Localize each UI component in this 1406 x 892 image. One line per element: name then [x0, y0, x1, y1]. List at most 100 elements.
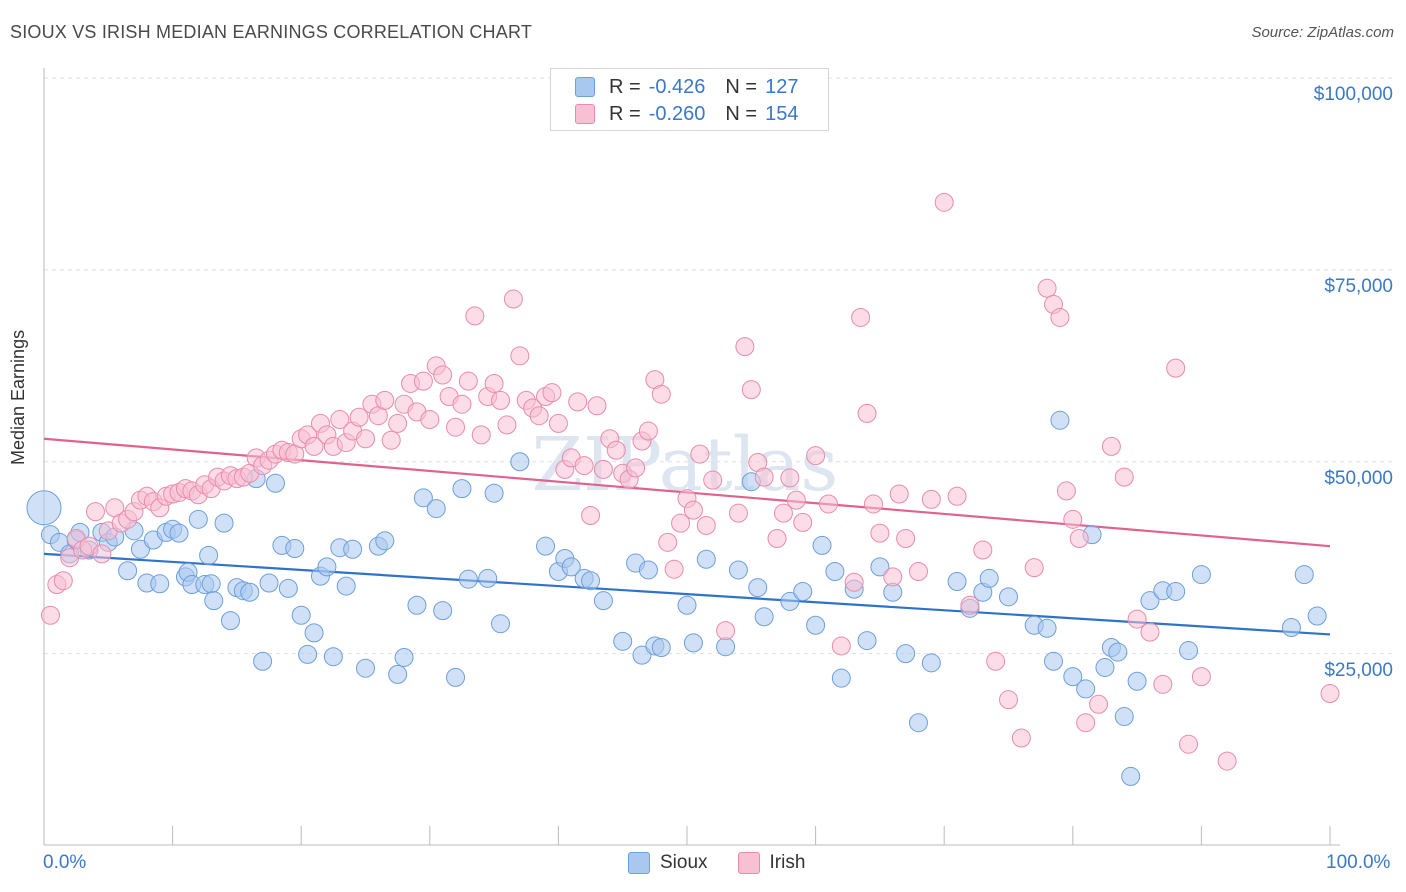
- data-point-irish: [1101, 436, 1121, 456]
- data-point-irish: [773, 503, 793, 523]
- data-point-sioux: [426, 499, 446, 519]
- data-point-irish: [593, 459, 613, 479]
- data-point-sioux: [593, 591, 613, 611]
- data-point-irish: [40, 605, 60, 625]
- data-point-irish: [458, 371, 478, 391]
- data-point-sioux: [298, 644, 318, 664]
- data-point-sioux: [220, 611, 240, 631]
- data-point-sioux: [394, 647, 414, 667]
- data-point-sioux: [240, 582, 260, 602]
- data-point-sioux: [825, 562, 845, 582]
- data-point-irish: [433, 365, 453, 385]
- data-point-irish: [581, 505, 601, 525]
- data-point-sioux: [728, 560, 748, 580]
- data-point-sioux: [278, 578, 298, 598]
- data-point-irish: [356, 429, 375, 449]
- data-point-sioux: [921, 653, 941, 673]
- data-point-sioux: [716, 637, 736, 657]
- data-point-irish: [510, 346, 530, 366]
- data-point-sioux: [343, 539, 363, 559]
- data-point-irish: [1140, 622, 1160, 642]
- correlation-legend: R = -0.426 N = 127 R = -0.260 N = 154: [550, 68, 829, 131]
- data-point-sioux: [1191, 565, 1211, 585]
- data-point-sioux: [323, 647, 343, 667]
- data-point-irish: [1024, 558, 1044, 578]
- data-point-sioux: [536, 536, 556, 556]
- data-point-irish: [413, 371, 433, 391]
- data-point-irish: [690, 444, 710, 464]
- data-point-irish: [85, 502, 105, 522]
- series-legend-label: Sioux: [660, 852, 708, 873]
- data-point-sioux: [638, 560, 658, 580]
- data-point-irish: [1320, 684, 1340, 704]
- legend-n-label: N =: [725, 75, 758, 98]
- data-point-irish: [626, 458, 646, 478]
- data-point-irish: [870, 523, 890, 543]
- data-point-irish: [818, 494, 838, 514]
- x-tick-label-min: 0.0%: [43, 852, 87, 873]
- data-point-sioux: [265, 473, 285, 493]
- data-point-irish: [529, 406, 549, 426]
- data-point-sioux: [1114, 707, 1134, 727]
- data-point-irish: [446, 417, 466, 437]
- data-point-sioux: [1281, 618, 1301, 638]
- data-point-sioux: [1063, 667, 1083, 687]
- data-point-irish: [1037, 278, 1057, 298]
- data-point-sioux: [748, 578, 768, 598]
- legend-r-value: -0.260: [648, 102, 706, 125]
- data-point-irish: [542, 383, 562, 403]
- data-point-sioux: [806, 615, 826, 635]
- data-point-sioux: [1140, 591, 1160, 611]
- legend-swatch-irish: [575, 104, 595, 124]
- data-point-irish: [883, 567, 903, 587]
- chart-title: SIOUX VS IRISH MEDIAN EARNINGS CORRELATI…: [10, 22, 533, 42]
- data-point-irish: [696, 515, 716, 535]
- data-point-sioux: [336, 576, 356, 596]
- data-point-sioux: [896, 644, 916, 664]
- data-point-irish: [420, 410, 440, 430]
- legend-row-sioux: R = -0.426 N = 127: [575, 75, 798, 99]
- data-point-irish: [986, 651, 1006, 671]
- data-point-sioux: [754, 607, 774, 627]
- data-point-irish: [1179, 734, 1199, 754]
- data-point-sioux: [375, 531, 395, 551]
- data-point-irish: [767, 529, 787, 548]
- series-legend-irish[interactable]: Irish: [737, 852, 805, 874]
- data-point-irish: [889, 484, 909, 504]
- data-point-sioux: [1294, 565, 1314, 585]
- data-point-irish: [53, 571, 73, 591]
- data-point-irish: [921, 489, 941, 509]
- data-point-sioux: [581, 571, 601, 591]
- data-point-sioux: [188, 509, 208, 529]
- data-point-sioux: [304, 623, 324, 643]
- data-point-sioux: [1179, 641, 1199, 661]
- series-legend-sioux[interactable]: Sioux: [628, 852, 708, 874]
- data-point-irish: [388, 413, 408, 433]
- data-point-irish: [703, 470, 723, 490]
- legend-row-irish: R = -0.260 N = 154: [575, 102, 798, 126]
- data-point-irish: [381, 430, 401, 450]
- data-point-sioux: [259, 573, 279, 593]
- data-point-sioux: [1121, 766, 1141, 786]
- data-point-sioux: [150, 574, 170, 594]
- data-point-irish: [1076, 713, 1096, 733]
- data-point-irish: [780, 468, 800, 488]
- data-point-irish: [1114, 467, 1134, 487]
- data-point-sioux: [1044, 651, 1064, 671]
- data-point-sioux: [285, 538, 305, 558]
- data-point-sioux: [1108, 642, 1128, 662]
- data-point-sioux: [130, 539, 150, 559]
- data-point-sioux: [413, 488, 433, 508]
- x-tick-label-max: 100.0%: [1326, 852, 1391, 873]
- data-point-sioux: [491, 614, 511, 634]
- data-point-sioux: [1307, 606, 1327, 626]
- data-point-irish: [863, 494, 883, 514]
- data-point-irish: [735, 337, 755, 357]
- data-point-sioux: [214, 513, 234, 533]
- data-point-irish: [1050, 307, 1070, 327]
- legend-n-value: 154: [765, 102, 799, 125]
- data-point-sioux: [999, 587, 1018, 607]
- data-point-irish: [754, 467, 774, 487]
- data-point-sioux: [1166, 581, 1186, 601]
- y-tick-label: $100,000: [1313, 84, 1393, 105]
